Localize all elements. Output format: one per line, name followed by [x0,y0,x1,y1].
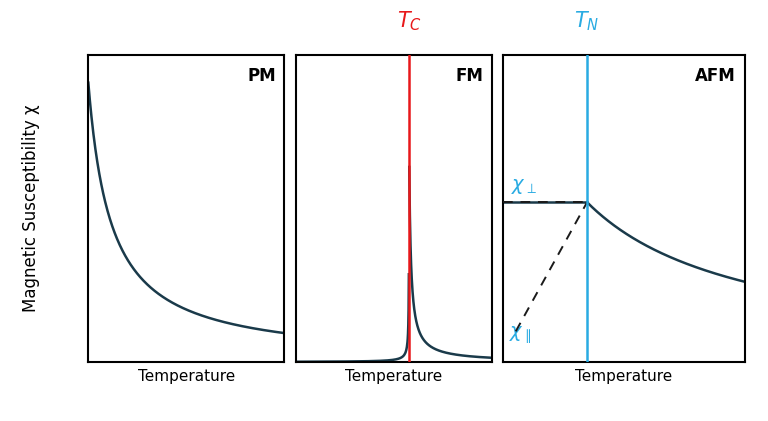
Text: $\chi_{\parallel}$: $\chi_{\parallel}$ [509,324,531,346]
X-axis label: Temperature: Temperature [345,369,442,384]
Text: $T_N$: $T_N$ [574,10,600,33]
Text: FM: FM [456,67,484,85]
Text: $T_C$: $T_C$ [396,10,422,33]
Text: AFM: AFM [694,67,735,85]
Text: $\chi_{\perp}$: $\chi_{\perp}$ [511,177,537,196]
Text: Magnetic Susceptibility χ: Magnetic Susceptibility χ [22,104,40,312]
Text: PM: PM [248,67,276,85]
X-axis label: Temperature: Temperature [575,369,673,384]
X-axis label: Temperature: Temperature [137,369,235,384]
